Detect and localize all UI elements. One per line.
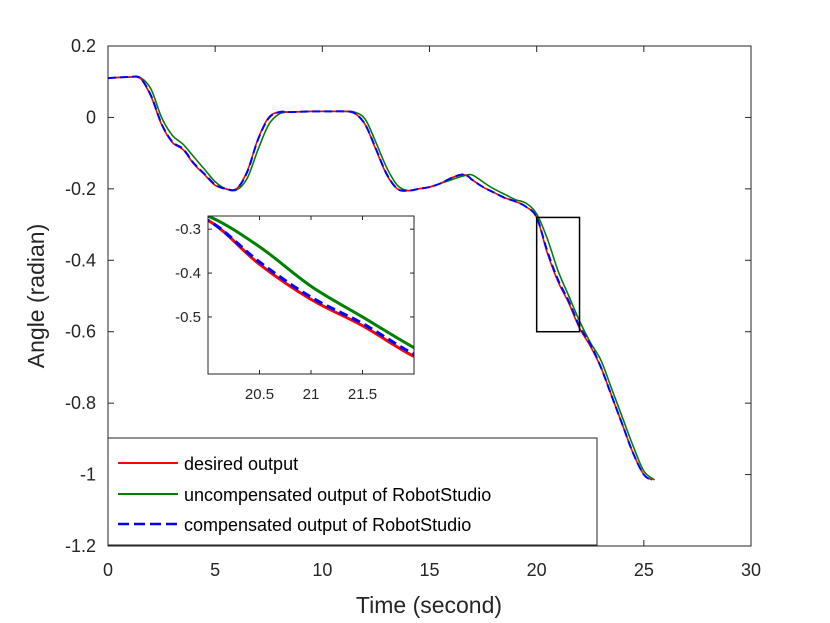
inset-series-line-desired [208, 218, 414, 359]
legend-label-desired: desired output [184, 454, 298, 474]
x-tick-label: 20 [527, 560, 547, 580]
zoom-inset: 20.5 21 21.5 -0.3 -0.4 -0.5 [175, 215, 415, 403]
inset-y-tick-label: -0.4 [175, 265, 201, 282]
x-tick-label: 10 [312, 560, 332, 580]
legend-label-compensated: compensated output of RobotStudio [184, 515, 471, 535]
y-tick-label: -0.8 [65, 393, 96, 413]
inset-x-tick-label: 21 [303, 386, 320, 403]
y-tick-label: -0.2 [65, 179, 96, 199]
inset-x-tick-label: 20.5 [245, 386, 274, 403]
inset-x-tick-label: 21.5 [348, 386, 377, 403]
inset-background [208, 216, 414, 374]
y-tick-label: 0 [86, 107, 96, 127]
y-tick-label: -1 [80, 465, 96, 485]
y-tick-label: -0.6 [65, 322, 96, 342]
series-line-uncompensated [108, 75, 656, 481]
series-line-compensated [108, 75, 653, 481]
inset-series-line-uncompensated [208, 216, 414, 350]
inset-y-tick-label: -0.5 [175, 309, 201, 326]
main-axis-ticks: 0 5 10 15 20 25 30 0.2 0 -0.2 -0.4 -0.6 -0.8 -1 -1.2 [65, 36, 761, 580]
main-series-group [108, 75, 656, 481]
x-tick-label: 5 [210, 560, 220, 580]
x-axis-label: Time (second) [356, 592, 502, 618]
legend: desired output uncompensated output of R… [107, 437, 598, 546]
x-tick-label: 25 [634, 560, 654, 580]
y-tick-label: -1.2 [65, 536, 96, 556]
x-tick-label: 30 [741, 560, 761, 580]
legend-box [107, 437, 598, 546]
legend-label-uncompensated: uncompensated output of RobotStudio [184, 485, 491, 505]
y-tick-label: 0.2 [71, 36, 96, 56]
zoom-region-box [535, 216, 581, 333]
inset-y-tick-label: -0.3 [175, 221, 201, 238]
x-tick-label: 15 [419, 560, 439, 580]
y-axis-label: Angle (radian) [23, 224, 49, 368]
inset-axis-ticks: 20.5 21 21.5 -0.3 -0.4 -0.5 [175, 216, 414, 403]
x-tick-label: 0 [103, 560, 113, 580]
inset-series-group [208, 216, 414, 359]
y-tick-label: -0.4 [65, 250, 96, 270]
